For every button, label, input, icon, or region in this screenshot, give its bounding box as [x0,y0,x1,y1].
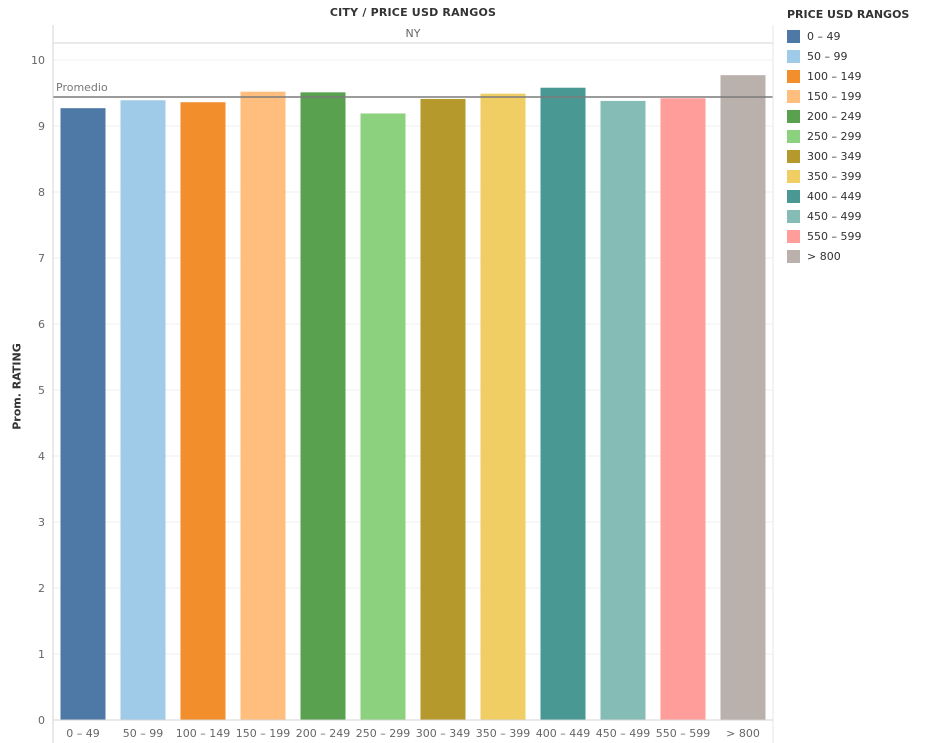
x-tick-label: 350 – 399 [476,727,530,740]
bar-8[interactable] [540,87,586,721]
legend-swatch [787,169,800,183]
x-tick-label: 550 – 599 [656,727,710,740]
legend-swatch [787,89,800,103]
legend-item[interactable]: 450 – 499 [787,206,922,226]
x-tick-label: 100 – 149 [176,727,230,740]
y-tick-label: 7 [38,252,45,265]
y-tick-label: 4 [38,450,45,463]
legend-swatch [787,129,800,143]
bar-3[interactable] [240,91,286,721]
bar-9[interactable] [600,100,646,721]
legend-swatch [787,29,800,43]
legend-item-label: 450 – 499 [807,209,862,223]
legend-item[interactable]: 250 – 299 [787,126,922,146]
bar-7[interactable] [480,93,526,720]
legend-swatch [787,229,800,243]
legend-item[interactable]: 50 – 99 [787,46,922,66]
legend-item-label: 300 – 349 [807,149,862,163]
legend-item[interactable]: 150 – 199 [787,86,922,106]
legend-item-label: 100 – 149 [807,69,862,83]
legend-item-label: 50 – 99 [807,49,848,63]
legend-swatch [787,69,800,83]
x-tick-label: 0 – 49 [66,727,100,740]
legend-item-label: 550 – 599 [807,229,862,243]
legend: PRICE USD RANGOS 0 – 49 50 – 99 100 – 149 1… [787,8,922,266]
y-tick-label: 8 [38,186,45,199]
legend-title: PRICE USD RANGOS [787,8,910,21]
bar-6[interactable] [420,98,466,720]
y-tick-label: 0 [38,714,45,727]
legend-item[interactable]: > 800 [787,246,922,266]
x-tick-label: 400 – 449 [536,727,590,740]
legend-item[interactable]: 100 – 149 [787,66,922,86]
x-tick-label: 300 – 349 [416,727,470,740]
legend-item-label: 250 – 299 [807,129,862,143]
legend-swatch [787,149,800,163]
legend-item-label: 400 – 449 [807,189,862,203]
legend-item[interactable]: 550 – 599 [787,226,922,246]
x-tick-label: 50 – 99 [123,727,164,740]
legend-item-label: 150 – 199 [807,89,862,103]
x-tick-label: > 800 [726,727,760,740]
bar-2[interactable] [180,102,226,721]
legend-item[interactable]: 0 – 49 [787,26,922,46]
bar-4[interactable] [300,92,346,721]
bar-1[interactable] [120,100,166,720]
bar-10[interactable] [660,98,706,720]
legend-item-label: 200 – 249 [807,109,862,123]
y-tick-label: 1 [38,648,45,661]
legend-item[interactable]: 200 – 249 [787,106,922,126]
legend-item-label: > 800 [807,249,841,263]
chart-header-title: CITY / PRICE USD RANGOS [329,6,497,19]
legend-swatch [787,49,800,63]
legend-swatch [787,109,800,123]
y-tick-label: 5 [38,384,45,397]
legend-item[interactable]: 300 – 349 [787,146,922,166]
legend-swatch [787,249,800,263]
reference-line-label: Promedio [56,81,108,94]
legend-items: 0 – 49 50 – 99 100 – 149 150 – 199 200 – 249… [787,26,922,266]
y-tick-label: 10 [31,54,45,67]
legend-swatch [787,209,800,223]
legend-item[interactable]: 350 – 399 [787,166,922,186]
x-tick-label: 200 – 249 [296,727,350,740]
x-tick-label: 150 – 199 [236,727,290,740]
y-tick-label: 3 [38,516,45,529]
bar-11[interactable] [720,75,766,721]
bar-5[interactable] [360,113,406,720]
legend-swatch [787,189,800,203]
x-tick-label: 450 – 499 [596,727,650,740]
y-tick-label: 6 [38,318,45,331]
pane-label: NY [405,27,421,40]
legend-item-label: 350 – 399 [807,169,862,183]
x-tick-label: 250 – 299 [356,727,410,740]
bar-0[interactable] [60,108,106,721]
y-tick-label: 2 [38,582,45,595]
y-tick-label: 9 [38,120,45,133]
legend-item-label: 0 – 49 [807,29,841,43]
legend-item[interactable]: 400 – 449 [787,186,922,206]
